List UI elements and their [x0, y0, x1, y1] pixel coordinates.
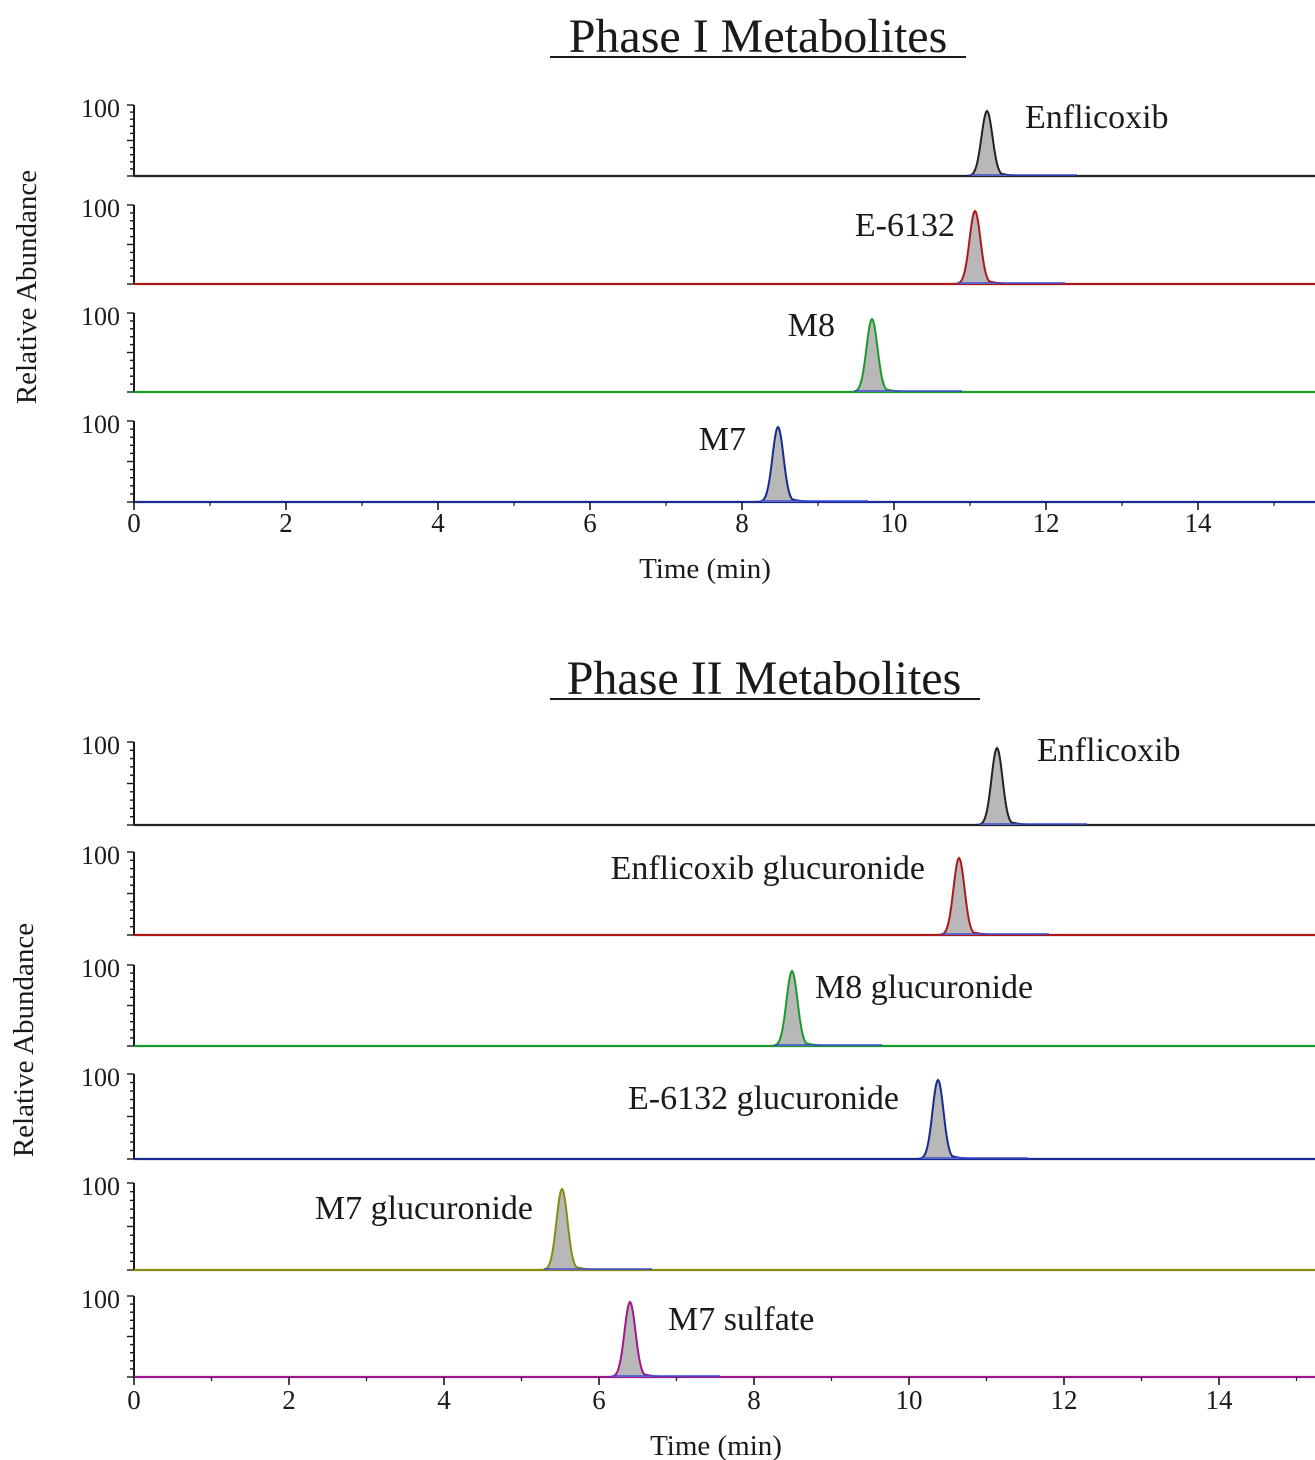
trace-panel [127, 741, 1315, 827]
x-tick-label: 10 [896, 1385, 923, 1415]
trace-label: M7 glucuronide [315, 1190, 533, 1227]
x-tick-label: 0 [127, 1385, 141, 1415]
y-max-label: 100 [81, 1285, 120, 1314]
trace-label: M7 [699, 421, 746, 458]
x-tick-label: 4 [431, 508, 445, 538]
y-max-label: 100 [81, 94, 120, 123]
trace-panel [127, 420, 1315, 504]
y-max-label: 100 [81, 410, 120, 439]
x-tick-label: 12 [1051, 1385, 1078, 1415]
x-tick-label: 10 [881, 508, 908, 538]
x-tick-label: 4 [437, 1385, 451, 1415]
trace-panel [127, 964, 1315, 1048]
trace-panel [127, 1073, 1315, 1161]
y-max-label: 100 [81, 1063, 120, 1092]
trace-label: M8 glucuronide [815, 969, 1033, 1006]
x-tick-label: 12 [1033, 508, 1060, 538]
y-max-label: 100 [81, 841, 120, 870]
trace-panel [127, 312, 1315, 394]
y-max-label: 100 [81, 954, 120, 983]
y-max-label: 100 [81, 194, 120, 223]
trace-panel [127, 204, 1315, 286]
x-tick-label: 2 [282, 1385, 296, 1415]
trace-label: E-6132 glucuronide [628, 1080, 899, 1117]
x-tick-label: 6 [592, 1385, 606, 1415]
x-tick-label: 14 [1206, 1385, 1234, 1415]
trace-label: M8 [788, 307, 835, 344]
x-tick-label: 14 [1185, 508, 1213, 538]
trace-panel [127, 1295, 1315, 1379]
x-axis-label: Time (min) [639, 553, 771, 585]
y-max-label: 100 [81, 302, 120, 331]
trace-panel [127, 851, 1315, 937]
x-axis-label: Time (min) [650, 1430, 782, 1460]
trace-label: Enflicoxib glucuronide [611, 850, 925, 887]
trace-label: E-6132 [855, 207, 955, 244]
x-tick-label: 8 [735, 508, 749, 538]
y-axis-label: Relative Abundance [11, 170, 43, 404]
y-axis-label: Relative Abundance [8, 923, 40, 1157]
chart-title: Phase I Metabolites [569, 10, 948, 63]
trace-label: Enflicoxib [1025, 99, 1169, 136]
x-tick-label: 8 [747, 1385, 761, 1415]
x-tick-label: 2 [279, 508, 293, 538]
chart-title: Phase II Metabolites [567, 652, 962, 705]
x-tick-label: 6 [583, 508, 597, 538]
y-max-label: 100 [81, 731, 120, 760]
x-tick-label: 0 [127, 508, 141, 538]
y-max-label: 100 [81, 1172, 120, 1201]
trace-panel [127, 104, 1315, 178]
trace-label: M7 sulfate [668, 1301, 814, 1338]
trace-label: Enflicoxib [1037, 732, 1181, 769]
trace-panel [127, 1182, 1315, 1272]
